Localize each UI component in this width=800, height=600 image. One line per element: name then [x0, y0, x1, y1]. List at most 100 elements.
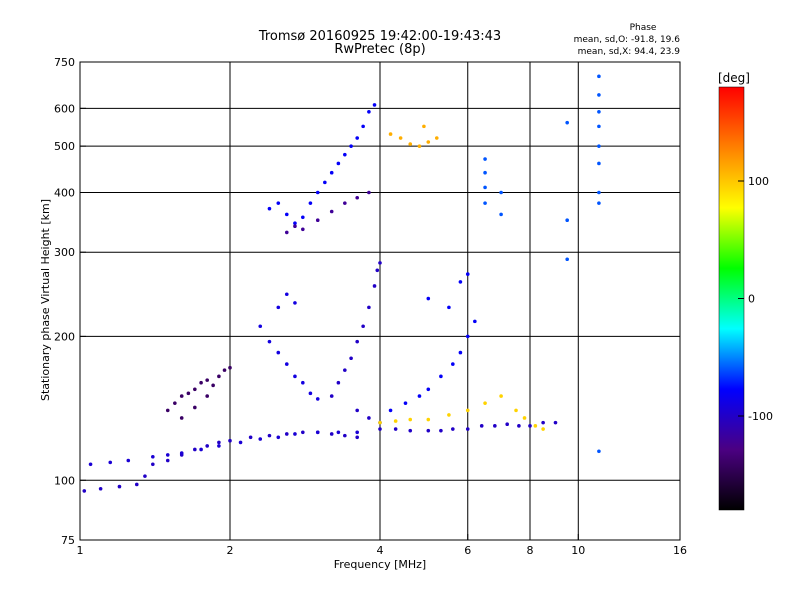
scatter-point	[355, 136, 359, 140]
scatter-point	[393, 419, 398, 423]
scatter-point	[597, 161, 601, 166]
scatter-point	[222, 368, 227, 372]
scatter-point	[426, 417, 431, 422]
scatter-point	[126, 458, 131, 463]
scatter-point	[465, 334, 470, 339]
scatter-point	[458, 350, 463, 355]
scatter-point	[479, 424, 484, 428]
data-points	[82, 74, 601, 493]
scatter-point	[417, 394, 422, 398]
scatter-point	[483, 170, 487, 175]
y-tick-label: 100	[54, 474, 75, 487]
scatter-point	[315, 218, 320, 223]
scatter-point	[329, 432, 334, 436]
scatter-point	[465, 408, 470, 413]
scatter-point	[505, 422, 509, 427]
scatter-point	[315, 397, 320, 401]
scatter-point	[179, 394, 184, 398]
scatter-point	[451, 362, 455, 366]
scatter-point	[565, 257, 569, 262]
scatter-point	[355, 435, 359, 440]
scatter-point	[267, 339, 272, 344]
scatter-point	[372, 284, 377, 288]
x-tick-label: 10	[571, 544, 585, 557]
y-tick-label: 200	[54, 330, 75, 343]
scatter-point	[597, 124, 601, 129]
scatter-point	[301, 227, 305, 232]
scatter-point	[276, 201, 281, 205]
scatter-point	[143, 474, 147, 478]
scatter-point	[205, 444, 209, 448]
scatter-point	[355, 430, 359, 435]
scatter-point	[349, 144, 353, 148]
scatter-point	[329, 170, 334, 175]
scatter-point	[367, 110, 371, 114]
scatter-point	[499, 212, 503, 217]
scatter-point	[276, 305, 281, 310]
scatter-point	[422, 124, 426, 129]
scatter-point	[493, 424, 497, 428]
scatter-point	[301, 430, 305, 435]
scatter-point	[541, 420, 545, 425]
scatter-point	[597, 190, 601, 195]
colorbar-ticks: 100 0 -100	[738, 175, 773, 423]
scatter-point	[439, 428, 443, 433]
scatter-point	[458, 280, 463, 284]
x-tick-label: 2	[227, 544, 234, 557]
scatter-point	[426, 387, 431, 392]
y-axis-ticks: 75 100 200 300 400 500 600 750	[54, 56, 86, 547]
scatter-point	[388, 408, 393, 413]
x-axis-label: Frequency [MHz]	[334, 558, 426, 571]
scatter-point	[403, 401, 408, 405]
scatter-point	[597, 201, 601, 205]
scatter-point	[447, 413, 451, 417]
scatter-point	[597, 74, 601, 79]
scatter-point	[199, 447, 203, 452]
scatter-point	[315, 430, 320, 435]
scatter-point	[329, 209, 334, 214]
scatter-point	[238, 440, 243, 445]
scatter-point	[293, 224, 297, 229]
scatter-point	[276, 435, 281, 440]
scatter-point	[193, 387, 197, 392]
scatter-point	[522, 416, 527, 420]
x-tick-label: 8	[527, 544, 534, 557]
colorbar-tick-label: 0	[748, 293, 755, 306]
scatter-point	[533, 424, 538, 428]
scatter-point	[343, 368, 347, 372]
phase-x-stats: mean, sd,X: 94.4, 23.9	[578, 47, 681, 57]
scatter-point	[165, 453, 170, 457]
scatter-point	[82, 489, 87, 493]
scatter-point	[426, 428, 431, 433]
x-tick-label: 6	[464, 544, 471, 557]
scatter-point	[284, 432, 289, 436]
scatter-point	[186, 391, 191, 396]
scatter-point	[98, 486, 103, 491]
scatter-point	[301, 215, 305, 220]
y-tick-label: 750	[54, 56, 75, 69]
scatter-point	[367, 416, 371, 420]
colorbar-tick-label: 100	[748, 175, 769, 188]
scatter-point	[308, 391, 313, 396]
scatter-point	[205, 378, 209, 382]
scatter-point	[284, 230, 289, 235]
scatter-point	[439, 374, 443, 379]
scatter-point	[355, 339, 359, 344]
scatter-point	[499, 394, 503, 398]
scatter-point	[355, 195, 359, 200]
scatter-point	[284, 292, 289, 297]
scatter-point	[451, 427, 455, 431]
scatter-point	[323, 180, 327, 185]
phase-o-stats: mean, sd,O: -91.8, 19.6	[574, 35, 681, 45]
scatter-point	[108, 460, 113, 465]
scatter-point	[267, 206, 272, 211]
scatter-point	[408, 142, 413, 146]
scatter-point	[336, 161, 341, 166]
scatter-point	[528, 424, 532, 428]
scatter-point	[447, 305, 451, 310]
scatter-point	[165, 458, 170, 463]
scatter-point	[343, 433, 347, 438]
scatter-point	[134, 482, 139, 487]
y-tick-label: 500	[54, 140, 75, 153]
